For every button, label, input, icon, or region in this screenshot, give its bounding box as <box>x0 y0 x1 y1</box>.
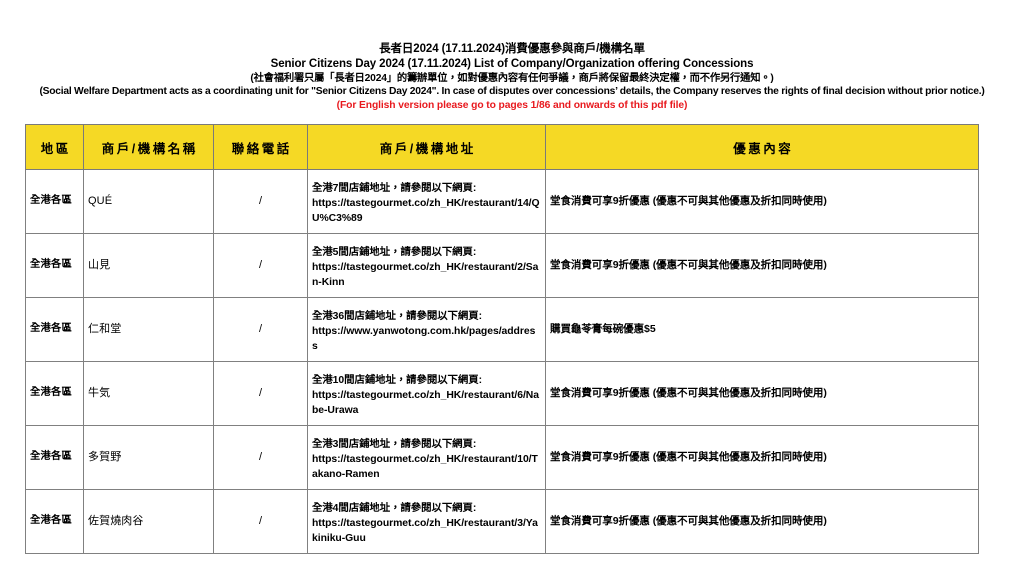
table-row: 全港各區 仁和堂 / 全港36間店鋪地址，請參閱以下網頁: https://www… <box>25 297 979 362</box>
address-block: 全港5間店鋪地址，請參閱以下網頁: https://tastegourmet.co… <box>308 240 545 290</box>
cell-phone: / <box>213 361 308 426</box>
address-url-text[interactable]: https://www.yanwotong.com.hk/pages/addre… <box>312 326 536 352</box>
concessions-table: 地區 商戶/機構名稱 聯絡電話 商戶/機構地址 優惠內容 全港各區 QUÉ / … <box>25 124 979 554</box>
merchant-name-text: 牛気 <box>88 387 111 399</box>
table-body: 全港各區 QUÉ / 全港7間店鋪地址，請參閱以下網頁: https://tast… <box>25 169 979 554</box>
address-label-text: 全港36間店鋪地址，請參閱以下網頁: <box>312 311 482 323</box>
cell-merchant-name: 山見 <box>83 233 214 298</box>
column-header-offer: 優惠內容 <box>545 124 979 170</box>
concessions-table-container: 地區 商戶/機構名稱 聯絡電話 商戶/機構地址 優惠內容 全港各區 QUÉ / … <box>25 124 979 554</box>
phone-text: / <box>258 323 263 335</box>
offer-text: 堂食消費可享9折優惠 (優惠不可與其他優惠及折扣同時使用) <box>550 387 827 400</box>
address-label-text: 全港7間店鋪地址，請參閱以下網頁: <box>312 183 477 195</box>
cell-address: 全港36間店鋪地址，請參閱以下網頁: https://www.yanwotong.… <box>307 297 546 362</box>
address-block: 全港4間店鋪地址，請參閱以下網頁: https://tastegourmet.co… <box>308 496 545 546</box>
district-text: 全港各區 <box>30 195 72 207</box>
offer-text: 堂食消費可享9折優惠 (優惠不可與其他優惠及折扣同時使用) <box>550 195 827 208</box>
table-header-row: 地區 商戶/機構名稱 聯絡電話 商戶/機構地址 優惠內容 <box>25 124 979 170</box>
cell-merchant-name: 仁和堂 <box>83 297 214 362</box>
address-url-text[interactable]: https://tastegourmet.co/zh_HK/restaurant… <box>312 454 538 480</box>
table-header: 地區 商戶/機構名稱 聯絡電話 商戶/機構地址 優惠內容 <box>25 124 979 170</box>
district-text: 全港各區 <box>30 515 72 527</box>
address-block: 全港10間店鋪地址，請參閱以下網頁: https://tastegourmet.c… <box>308 368 545 418</box>
address-label-text: 全港4間店鋪地址，請參閱以下網頁: <box>312 503 477 515</box>
offer-text: 堂食消費可享9折優惠 (優惠不可與其他優惠及折扣同時使用) <box>550 259 827 272</box>
address-url-text[interactable]: https://tastegourmet.co/zh_HK/restaurant… <box>312 198 540 224</box>
heading-chinese-disclaimer: (社會福利署只屬「長者日2024」的籌辦單位，如對優惠內容有任何爭議，商戶將保留… <box>250 72 774 84</box>
table-row: 全港各區 山見 / 全港5間店鋪地址，請參閱以下網頁: https://taste… <box>25 233 979 298</box>
table-row: 全港各區 QUÉ / 全港7間店鋪地址，請參閱以下網頁: https://tast… <box>25 169 979 234</box>
district-text: 全港各區 <box>30 451 72 463</box>
district-text: 全港各區 <box>30 323 72 335</box>
cell-district: 全港各區 <box>25 489 84 554</box>
phone-text: / <box>258 451 263 463</box>
cell-district: 全港各區 <box>25 425 84 490</box>
cell-offer: 堂食消費可享9折優惠 (優惠不可與其他優惠及折扣同時使用) <box>545 489 979 554</box>
merchant-name-text: 山見 <box>88 259 111 271</box>
merchant-name-text: 多賀野 <box>88 451 122 463</box>
cell-address: 全港10間店鋪地址，請參閱以下網頁: https://tastegourmet.c… <box>307 361 546 426</box>
cell-phone: / <box>213 425 308 490</box>
cell-phone: / <box>213 489 308 554</box>
address-url-text[interactable]: https://tastegourmet.co/zh_HK/restaurant… <box>312 390 539 416</box>
cell-address: 全港7間店鋪地址，請參閱以下網頁: https://tastegourmet.co… <box>307 169 546 234</box>
cell-district: 全港各區 <box>25 233 84 298</box>
cell-merchant-name: 多賀野 <box>83 425 214 490</box>
merchant-name-text: QUÉ <box>88 195 113 207</box>
phone-text: / <box>258 515 263 527</box>
column-header-name: 商戶/機構名稱 <box>83 124 214 170</box>
heading-english-disclaimer: (Social Welfare Department acts as a coo… <box>39 86 985 98</box>
phone-text: / <box>258 195 263 207</box>
cell-merchant-name: 佐賀燒肉谷 <box>83 489 214 554</box>
cell-merchant-name: 牛気 <box>83 361 214 426</box>
column-header-phone: 聯絡電話 <box>213 124 308 170</box>
phone-text: / <box>258 259 263 271</box>
merchant-name-text: 佐賀燒肉谷 <box>88 515 144 527</box>
cell-district: 全港各區 <box>25 169 84 234</box>
column-header-address: 商戶/機構地址 <box>307 124 546 170</box>
cell-offer: 堂食消費可享9折優惠 (優惠不可與其他優惠及折扣同時使用) <box>545 233 979 298</box>
heading-chinese-title: 長者日2024 (17.11.2024)消費優惠參與商戶/機構名單 <box>379 43 645 55</box>
heading-english-title: Senior Citizens Day 2024 (17.11.2024) Li… <box>270 57 754 70</box>
district-text: 全港各區 <box>30 387 72 399</box>
cell-phone: / <box>213 233 308 298</box>
cell-address: 全港4間店鋪地址，請參閱以下網頁: https://tastegourmet.co… <box>307 489 546 554</box>
address-label-text: 全港5間店鋪地址，請參閱以下網頁: <box>312 247 477 259</box>
document-heading: 長者日2024 (17.11.2024)消費優惠參與商戶/機構名單 Senior… <box>0 42 1024 112</box>
address-label-text: 全港10間店鋪地址，請參閱以下網頁: <box>312 375 482 387</box>
cell-phone: / <box>213 297 308 362</box>
cell-district: 全港各區 <box>25 361 84 426</box>
cell-address: 全港3間店鋪地址，請參閱以下網頁: https://tastegourmet.co… <box>307 425 546 490</box>
cell-district: 全港各區 <box>25 297 84 362</box>
district-text: 全港各區 <box>30 259 72 271</box>
cell-offer: 堂食消費可享9折優惠 (優惠不可與其他優惠及折扣同時使用) <box>545 425 979 490</box>
merchant-name-text: 仁和堂 <box>88 323 122 335</box>
address-url-text[interactable]: https://tastegourmet.co/zh_HK/restaurant… <box>312 518 538 544</box>
column-header-district: 地區 <box>25 124 84 170</box>
address-block: 全港3間店鋪地址，請參閱以下網頁: https://tastegourmet.co… <box>308 432 545 482</box>
address-block: 全港7間店鋪地址，請參閱以下網頁: https://tastegourmet.co… <box>308 176 545 226</box>
table-row: 全港各區 多賀野 / 全港3間店鋪地址，請參閱以下網頁: https://tast… <box>25 425 979 490</box>
address-label-text: 全港3間店鋪地址，請參閱以下網頁: <box>312 439 477 451</box>
offer-text: 購買龜苓膏每碗優惠$5 <box>550 323 656 336</box>
address-url-text[interactable]: https://tastegourmet.co/zh_HK/restaurant… <box>312 262 539 288</box>
cell-merchant-name: QUÉ <box>83 169 214 234</box>
table-row: 全港各區 佐賀燒肉谷 / 全港4間店鋪地址，請參閱以下網頁: https://ta… <box>25 489 979 554</box>
cell-phone: / <box>213 169 308 234</box>
address-block: 全港36間店鋪地址，請參閱以下網頁: https://www.yanwotong.… <box>308 304 545 354</box>
offer-text: 堂食消費可享9折優惠 (優惠不可與其他優惠及折扣同時使用) <box>550 515 827 528</box>
offer-text: 堂食消費可享9折優惠 (優惠不可與其他優惠及折扣同時使用) <box>550 451 827 464</box>
cell-address: 全港5間店鋪地址，請參閱以下網頁: https://tastegourmet.co… <box>307 233 546 298</box>
cell-offer: 購買龜苓膏每碗優惠$5 <box>545 297 979 362</box>
heading-english-version-note: (For English version please go to pages … <box>336 99 688 111</box>
phone-text: / <box>258 387 263 399</box>
cell-offer: 堂食消費可享9折優惠 (優惠不可與其他優惠及折扣同時使用) <box>545 169 979 234</box>
table-row: 全港各區 牛気 / 全港10間店鋪地址，請參閱以下網頁: https://tast… <box>25 361 979 426</box>
cell-offer: 堂食消費可享9折優惠 (優惠不可與其他優惠及折扣同時使用) <box>545 361 979 426</box>
